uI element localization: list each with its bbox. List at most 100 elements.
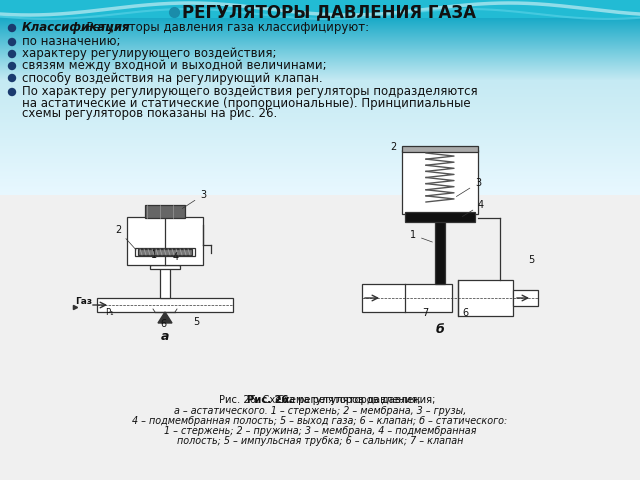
Text: 4 – подмембранная полость; 5 – выход газа; 6 – клапан; б – статического:: 4 – подмембранная полость; 5 – выход газ… bbox=[132, 416, 508, 426]
Text: 1 – стержень; 2 – пружина; 3 – мембрана, 4 – подмембранная: 1 – стержень; 2 – пружина; 3 – мембрана,… bbox=[164, 426, 476, 436]
Bar bbox=[0, 192, 640, 193]
Bar bbox=[0, 97, 640, 98]
Text: Классификация: Классификация bbox=[22, 22, 131, 35]
Bar bbox=[0, 50, 640, 51]
Bar bbox=[0, 27, 640, 28]
Bar bbox=[0, 31, 640, 32]
Bar bbox=[0, 110, 640, 111]
Bar bbox=[0, 167, 640, 168]
Bar bbox=[0, 58, 640, 59]
Bar bbox=[0, 78, 640, 79]
Bar bbox=[0, 104, 640, 105]
Bar bbox=[0, 73, 640, 74]
Text: полость; 5 – импульсная трубка; 6 – сальник; 7 – клапан: полость; 5 – импульсная трубка; 6 – саль… bbox=[177, 436, 463, 446]
Bar bbox=[0, 42, 640, 43]
Bar bbox=[0, 184, 640, 185]
Bar bbox=[0, 150, 640, 151]
Bar bbox=[160, 267, 170, 298]
Text: По характеру регулирующего воздействия регуляторы подразделяются: По характеру регулирующего воздействия р… bbox=[22, 85, 477, 98]
Bar bbox=[0, 126, 640, 127]
Text: 5: 5 bbox=[193, 317, 199, 327]
Bar bbox=[0, 85, 640, 86]
Text: на астатические и статические (пропорциональные). Принципиальные: на астатические и статические (пропорцио… bbox=[22, 96, 470, 109]
Bar bbox=[0, 132, 640, 133]
Bar bbox=[0, 159, 640, 160]
Text: РЕГУЛЯТОРЫ ДАВЛЕНИЯ ГАЗА: РЕГУЛЯТОРЫ ДАВЛЕНИЯ ГАЗА bbox=[182, 3, 476, 21]
Bar bbox=[0, 93, 640, 94]
Bar bbox=[513, 290, 538, 306]
Text: 4: 4 bbox=[462, 200, 484, 216]
Bar bbox=[0, 117, 640, 118]
Bar bbox=[0, 171, 640, 172]
Text: Схема регуляторов давления;: Схема регуляторов давления; bbox=[274, 395, 435, 405]
Bar bbox=[0, 0, 640, 18]
Bar bbox=[0, 176, 640, 177]
Bar bbox=[0, 53, 640, 54]
Bar bbox=[0, 112, 640, 113]
Text: способу воздействия на регулирующий клапан.: способу воздействия на регулирующий клап… bbox=[22, 72, 323, 84]
Bar bbox=[0, 177, 640, 178]
Bar bbox=[0, 181, 640, 182]
Bar bbox=[0, 138, 640, 139]
Bar bbox=[0, 146, 640, 147]
Bar bbox=[0, 148, 640, 149]
Bar bbox=[0, 23, 640, 24]
Bar bbox=[0, 187, 640, 188]
Bar bbox=[0, 151, 640, 152]
Bar bbox=[0, 22, 640, 23]
Circle shape bbox=[8, 88, 15, 96]
Circle shape bbox=[8, 62, 15, 70]
Bar bbox=[0, 186, 640, 187]
Bar bbox=[0, 32, 640, 33]
Bar bbox=[0, 86, 640, 87]
Bar bbox=[0, 28, 640, 29]
Bar bbox=[0, 60, 640, 61]
Bar bbox=[0, 48, 640, 49]
Text: Рис. 26.: Рис. 26. bbox=[247, 395, 292, 405]
Bar bbox=[0, 185, 640, 186]
Bar bbox=[0, 45, 640, 46]
Bar bbox=[0, 76, 640, 77]
Bar bbox=[0, 30, 640, 31]
Bar bbox=[0, 136, 640, 137]
Bar bbox=[458, 280, 513, 316]
Bar bbox=[0, 182, 640, 183]
Bar bbox=[0, 37, 640, 38]
Bar bbox=[0, 101, 640, 102]
Bar bbox=[0, 163, 640, 164]
Bar bbox=[0, 47, 640, 48]
Bar bbox=[0, 103, 640, 104]
Bar bbox=[0, 92, 640, 93]
Text: характеру регулирующего воздействия;: характеру регулирующего воздействия; bbox=[22, 48, 276, 60]
Bar bbox=[0, 116, 640, 117]
Bar bbox=[0, 189, 640, 190]
Text: 2: 2 bbox=[115, 225, 136, 250]
Bar bbox=[0, 52, 640, 53]
Text: . Регуляторы давления газа классифицируют:: . Регуляторы давления газа классифицирую… bbox=[79, 22, 369, 35]
Bar bbox=[0, 65, 640, 66]
Bar bbox=[0, 142, 640, 143]
Bar bbox=[0, 36, 640, 37]
Bar bbox=[0, 137, 640, 138]
Bar bbox=[0, 98, 640, 99]
Text: Рис. 26. Схема регуляторов давления;: Рис. 26. Схема регуляторов давления; bbox=[219, 395, 421, 405]
Bar bbox=[0, 82, 640, 83]
Bar bbox=[0, 40, 640, 41]
Bar bbox=[435, 218, 445, 284]
Circle shape bbox=[8, 74, 15, 82]
Bar bbox=[0, 155, 640, 156]
Bar bbox=[0, 99, 640, 100]
Bar bbox=[0, 79, 640, 80]
Bar bbox=[0, 119, 640, 120]
Text: 3: 3 bbox=[182, 190, 206, 208]
Bar bbox=[0, 35, 640, 36]
Bar bbox=[0, 164, 640, 165]
Bar bbox=[0, 46, 640, 47]
Bar bbox=[0, 183, 640, 184]
Bar bbox=[0, 161, 640, 162]
Bar bbox=[0, 115, 640, 116]
Bar bbox=[405, 212, 475, 222]
Bar bbox=[0, 54, 640, 55]
Bar bbox=[0, 75, 640, 76]
Bar bbox=[135, 248, 195, 256]
